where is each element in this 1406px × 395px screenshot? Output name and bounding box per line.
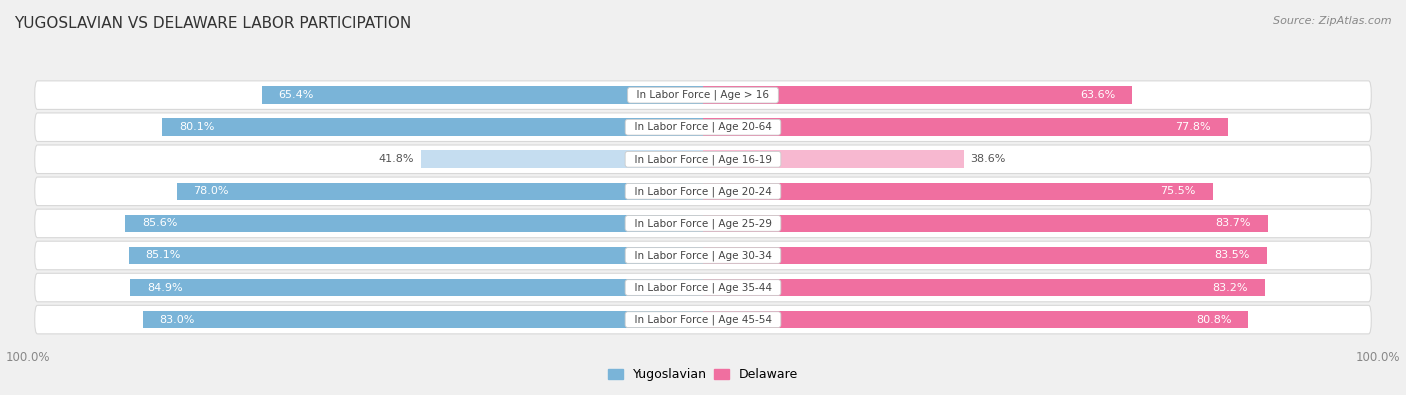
- FancyBboxPatch shape: [35, 241, 1371, 270]
- Bar: [262, 87, 703, 104]
- Text: In Labor Force | Age 45-54: In Labor Force | Age 45-54: [627, 314, 779, 325]
- Bar: [420, 150, 703, 168]
- FancyBboxPatch shape: [35, 81, 1371, 109]
- Text: In Labor Force | Age > 16: In Labor Force | Age > 16: [630, 90, 776, 100]
- Text: YUGOSLAVIAN VS DELAWARE LABOR PARTICIPATION: YUGOSLAVIAN VS DELAWARE LABOR PARTICIPAT…: [14, 16, 412, 31]
- FancyBboxPatch shape: [35, 273, 1371, 302]
- FancyBboxPatch shape: [35, 209, 1371, 238]
- Bar: [129, 279, 703, 296]
- FancyBboxPatch shape: [35, 305, 1371, 334]
- Text: In Labor Force | Age 20-64: In Labor Force | Age 20-64: [628, 122, 778, 132]
- Bar: [703, 214, 1268, 232]
- Text: In Labor Force | Age 25-29: In Labor Force | Age 25-29: [627, 218, 779, 229]
- Text: In Labor Force | Age 30-34: In Labor Force | Age 30-34: [628, 250, 778, 261]
- Bar: [703, 87, 1132, 104]
- Text: 80.8%: 80.8%: [1197, 314, 1232, 325]
- Bar: [703, 118, 1227, 136]
- Text: 38.6%: 38.6%: [970, 154, 1005, 164]
- Bar: [703, 311, 1249, 328]
- Text: 85.1%: 85.1%: [146, 250, 181, 260]
- Bar: [163, 118, 703, 136]
- FancyBboxPatch shape: [35, 177, 1371, 206]
- Text: 63.6%: 63.6%: [1080, 90, 1115, 100]
- Bar: [703, 246, 1267, 264]
- Text: 83.5%: 83.5%: [1215, 250, 1250, 260]
- Text: 83.7%: 83.7%: [1216, 218, 1251, 228]
- Bar: [703, 150, 963, 168]
- FancyBboxPatch shape: [35, 145, 1371, 173]
- Bar: [703, 279, 1264, 296]
- FancyBboxPatch shape: [35, 113, 1371, 141]
- Text: 77.8%: 77.8%: [1175, 122, 1211, 132]
- Text: 80.1%: 80.1%: [180, 122, 215, 132]
- Bar: [125, 214, 703, 232]
- Text: 65.4%: 65.4%: [278, 90, 314, 100]
- Text: In Labor Force | Age 16-19: In Labor Force | Age 16-19: [627, 154, 779, 165]
- Text: 83.0%: 83.0%: [160, 314, 195, 325]
- Bar: [703, 182, 1212, 200]
- Text: 78.0%: 78.0%: [194, 186, 229, 196]
- Text: 85.6%: 85.6%: [142, 218, 177, 228]
- Legend: Yugoslavian, Delaware: Yugoslavian, Delaware: [603, 363, 803, 386]
- Text: In Labor Force | Age 35-44: In Labor Force | Age 35-44: [627, 282, 779, 293]
- Text: In Labor Force | Age 20-24: In Labor Force | Age 20-24: [628, 186, 778, 197]
- Bar: [129, 246, 703, 264]
- Bar: [143, 311, 703, 328]
- Text: 75.5%: 75.5%: [1160, 186, 1195, 196]
- Text: 41.8%: 41.8%: [378, 154, 415, 164]
- Text: Source: ZipAtlas.com: Source: ZipAtlas.com: [1274, 16, 1392, 26]
- Text: 83.2%: 83.2%: [1212, 282, 1247, 293]
- Text: 84.9%: 84.9%: [146, 282, 183, 293]
- Bar: [177, 182, 703, 200]
